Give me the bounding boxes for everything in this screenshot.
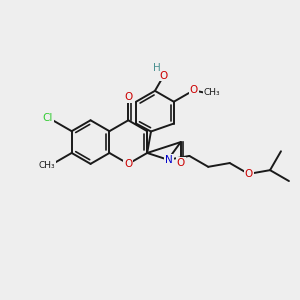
- Text: O: O: [177, 158, 185, 168]
- Text: O: O: [159, 70, 168, 80]
- Text: CH₃: CH₃: [204, 88, 220, 97]
- Text: O: O: [124, 159, 132, 169]
- Text: O: O: [190, 85, 198, 95]
- Text: O: O: [124, 92, 132, 102]
- Text: CH₃: CH₃: [38, 161, 55, 170]
- Text: H: H: [153, 63, 160, 73]
- Text: Cl: Cl: [43, 113, 53, 123]
- Text: O: O: [244, 169, 253, 179]
- Text: N: N: [165, 155, 173, 165]
